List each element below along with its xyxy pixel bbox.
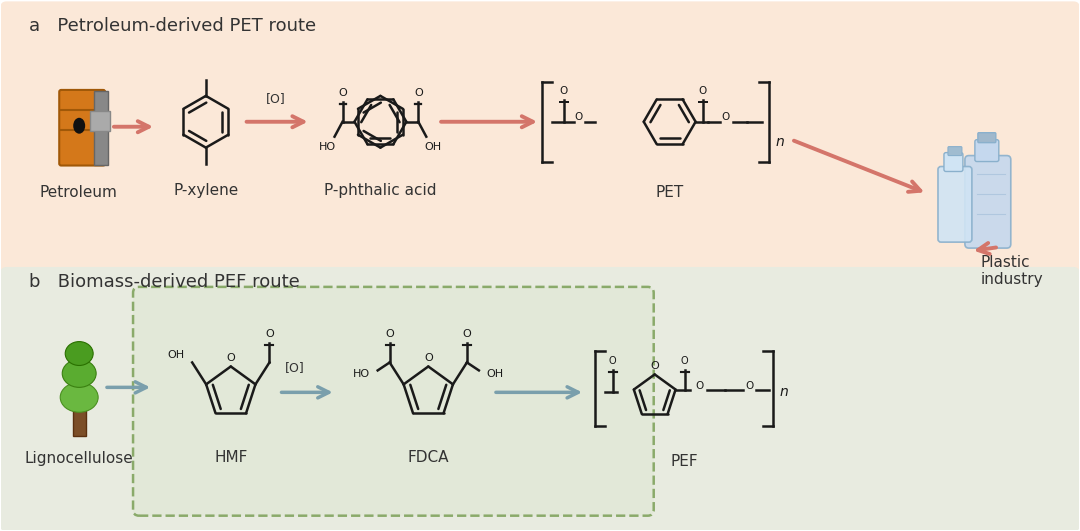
Ellipse shape: [60, 382, 98, 412]
Text: PEF: PEF: [671, 454, 698, 469]
Text: P-phthalic acid: P-phthalic acid: [324, 183, 436, 199]
Text: n: n: [780, 386, 788, 399]
Text: FDCA: FDCA: [407, 450, 449, 465]
Text: OH: OH: [167, 350, 185, 361]
Text: O: O: [462, 329, 471, 339]
Text: O: O: [696, 381, 704, 391]
Text: a   Petroleum-derived PET route: a Petroleum-derived PET route: [29, 18, 316, 35]
Text: OH: OH: [487, 370, 504, 379]
Text: HMF: HMF: [214, 450, 247, 465]
FancyBboxPatch shape: [948, 147, 962, 156]
Text: O: O: [559, 86, 568, 96]
FancyBboxPatch shape: [90, 111, 110, 131]
FancyBboxPatch shape: [59, 90, 105, 166]
Text: b   Biomass-derived PEF route: b Biomass-derived PEF route: [29, 273, 300, 291]
Text: O: O: [424, 354, 433, 364]
Text: O: O: [414, 88, 422, 98]
Text: O: O: [386, 329, 394, 339]
Text: O: O: [680, 356, 688, 366]
FancyBboxPatch shape: [0, 2, 1080, 275]
Text: Petroleum: Petroleum: [39, 185, 117, 200]
Text: O: O: [745, 381, 754, 391]
Text: n: n: [775, 135, 784, 149]
FancyBboxPatch shape: [94, 91, 108, 165]
FancyBboxPatch shape: [72, 396, 85, 436]
Text: O: O: [575, 112, 583, 122]
Text: O: O: [650, 362, 659, 372]
Text: [O]: [O]: [285, 362, 305, 374]
Text: P-xylene: P-xylene: [173, 183, 239, 199]
Text: OH: OH: [424, 142, 442, 152]
Ellipse shape: [63, 359, 96, 387]
FancyBboxPatch shape: [937, 167, 972, 242]
Text: PET: PET: [656, 185, 684, 200]
FancyBboxPatch shape: [944, 152, 963, 172]
FancyBboxPatch shape: [0, 267, 1080, 531]
FancyBboxPatch shape: [977, 133, 996, 143]
Ellipse shape: [73, 118, 85, 134]
Ellipse shape: [65, 341, 93, 365]
Text: O: O: [721, 112, 730, 122]
Text: Plastic
industry: Plastic industry: [981, 255, 1043, 287]
Text: [O]: [O]: [266, 92, 285, 105]
Text: O: O: [227, 354, 235, 364]
FancyBboxPatch shape: [133, 287, 653, 516]
Text: O: O: [609, 356, 617, 366]
Text: O: O: [338, 88, 347, 98]
Text: HO: HO: [319, 142, 336, 152]
Text: O: O: [699, 86, 706, 96]
Text: Lignocellulose: Lignocellulose: [25, 451, 134, 466]
FancyBboxPatch shape: [975, 140, 999, 161]
Text: O: O: [265, 329, 274, 339]
FancyBboxPatch shape: [964, 156, 1011, 248]
Text: HO: HO: [352, 370, 369, 379]
